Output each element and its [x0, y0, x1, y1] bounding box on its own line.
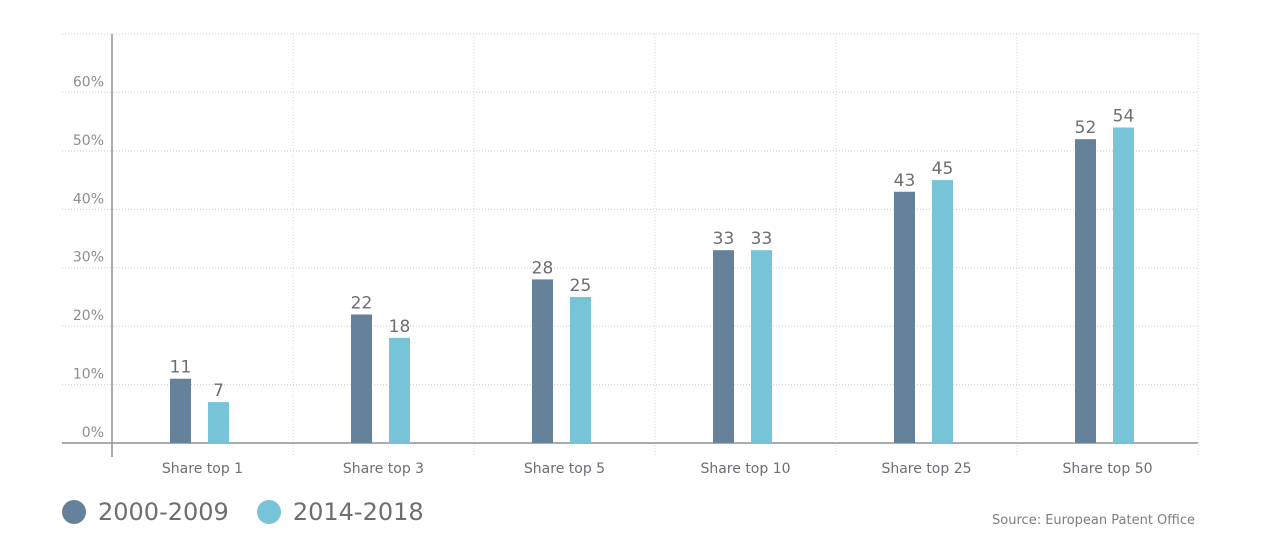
bar-2014-2018-share-top-1	[208, 402, 229, 443]
data-label: 11	[170, 358, 192, 378]
data-label: 33	[751, 229, 773, 249]
legend-label-2014-2018: 2014-2018	[292, 498, 424, 526]
legend-item-2000-2009: 2000-2009	[62, 498, 229, 526]
data-label: 43	[894, 171, 916, 191]
x-tick-label: Share top 25	[881, 461, 971, 477]
bar-2000-2009-share-top-1	[170, 378, 191, 443]
legend-swatch-2000-2009	[62, 500, 86, 524]
data-label: 22	[351, 293, 373, 313]
bar-2000-2009-share-top-50	[1075, 139, 1096, 443]
y-tick-label: 10%	[73, 367, 104, 383]
y-tick-label: 40%	[73, 191, 104, 207]
bar-2014-2018-share-top-10	[751, 250, 772, 443]
bar-2014-2018-share-top-25	[932, 180, 953, 444]
y-tick-label: 20%	[73, 308, 104, 324]
source-note: Source: European Patent Office	[992, 513, 1195, 528]
data-label: 33	[713, 229, 735, 249]
legend-item-2014-2018: 2014-2018	[256, 498, 424, 526]
x-tick-label: Share top 10	[700, 461, 790, 477]
bar-2000-2009-share-top-25	[894, 191, 915, 443]
data-label: 7	[213, 381, 224, 401]
data-label: 25	[570, 276, 592, 296]
bar-2014-2018-share-top-50	[1113, 127, 1134, 443]
x-tick-label: Share top 3	[343, 461, 424, 477]
bar-2000-2009-share-top-10	[713, 250, 734, 443]
x-tick-label: Share top 5	[524, 461, 605, 477]
bar-chart: 0% 10% 20% 30% 40% 50% 60% 11 7 Share top 1 22 18 Sh…	[62, 33, 1199, 477]
legend: 2000-2009 2014-2018	[62, 498, 452, 526]
bar-2014-2018-share-top-5	[570, 296, 591, 443]
bar-2000-2009-share-top-5	[532, 279, 553, 443]
y-tick-label: 50%	[73, 133, 104, 149]
x-tick-label: Share top 1	[162, 461, 243, 477]
bar-2000-2009-share-top-3	[351, 314, 372, 443]
legend-label-2000-2009: 2000-2009	[98, 498, 229, 526]
y-tick-label: 0%	[82, 425, 104, 441]
y-tick-label: 60%	[73, 74, 104, 90]
legend-swatch-2014-2018	[256, 500, 281, 524]
data-label: 45	[932, 159, 954, 179]
data-label: 28	[532, 258, 554, 278]
bar-2014-2018-share-top-3	[389, 337, 410, 443]
y-tick-label: 30%	[73, 250, 104, 266]
data-label: 54	[1113, 106, 1135, 126]
x-tick-label: Share top 50	[1062, 461, 1152, 477]
data-label: 18	[389, 317, 411, 337]
data-label: 52	[1075, 118, 1097, 138]
